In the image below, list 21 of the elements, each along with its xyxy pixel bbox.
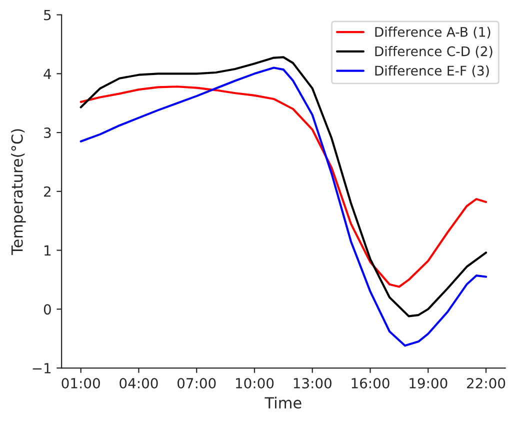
x-tick-label: 10:00 [236,378,274,388]
legend-label: Difference A-B (1) [375,26,490,38]
y-tick-label: 3 [44,128,51,138]
y-tick-label: −1 [32,363,51,374]
x-tick-label: 22:00 [467,378,506,388]
x-tick-label: 04:00 [120,378,158,388]
x-tick-label: 07:00 [178,378,216,388]
x-tick-label: 16:00 [352,378,390,388]
x-tick-label: 13:00 [294,378,332,388]
y-tick-label: 1 [44,245,51,256]
y-tick-label: 2 [44,186,50,197]
line-series [80,86,488,288]
y-tick-label: 5 [44,10,51,20]
x-tick-label: 01:00 [62,378,100,388]
y-tick-label: 0 [44,304,51,315]
y-axis-title: Temperature(°C) [11,129,26,255]
legend-label: Difference C-D (2) [375,46,492,58]
legend-label: Difference E-F (3) [375,65,489,78]
x-tick-label: 19:00 [410,378,448,388]
x-axis-title: Time [264,396,302,409]
y-tick-label: 4 [44,68,52,79]
